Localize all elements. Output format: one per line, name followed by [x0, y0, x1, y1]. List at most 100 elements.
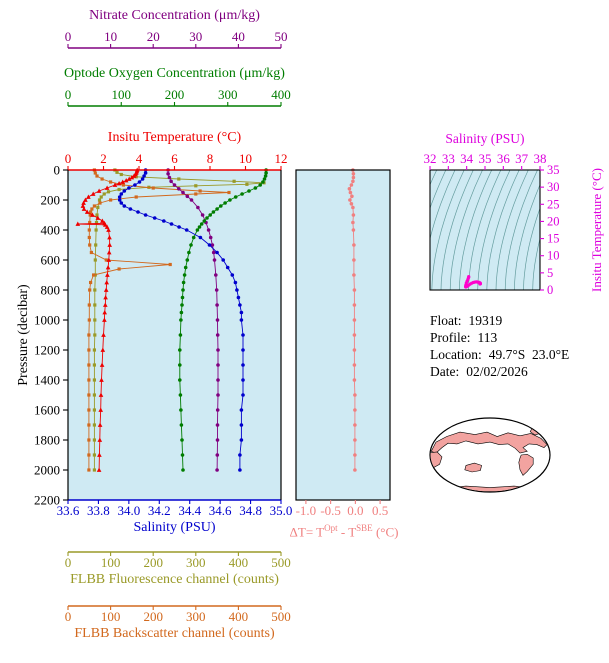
triangle-marker [97, 437, 103, 442]
circle-marker [198, 235, 203, 240]
triangle-marker [103, 302, 108, 307]
square-marker [109, 180, 113, 184]
circle-marker [215, 303, 219, 307]
square-marker [89, 250, 93, 255]
temperature-axis: 0 2 4 6 8 10 12 [65, 151, 288, 171]
circle-marker [189, 243, 193, 247]
circle-marker [264, 171, 268, 175]
square-marker [87, 408, 91, 412]
square-marker [92, 348, 96, 352]
temperature-tick-label: 2 [100, 151, 107, 166]
salinity-axis-title: Salinity (PSU) [133, 520, 216, 535]
triangle-marker [102, 317, 107, 322]
circle-marker [216, 378, 220, 382]
pressure-tick-label: 1000 [34, 313, 60, 328]
nitrate-tick-label: 0 [65, 29, 72, 44]
circle-marker [199, 222, 204, 226]
series-salinity [117, 168, 245, 472]
circle-marker [215, 250, 219, 255]
circle-marker [208, 213, 212, 217]
triangle-marker [102, 310, 107, 315]
square-marker [115, 170, 119, 174]
ts-y-tick-label: 30 [547, 180, 560, 194]
triangle-marker [106, 250, 112, 255]
circle-marker [185, 258, 190, 262]
circle-marker [179, 310, 184, 315]
circle-marker [215, 468, 219, 472]
delta-tick-label: -0.5 [320, 503, 341, 518]
square-marker [92, 423, 96, 427]
square-marker [134, 175, 138, 179]
nitrate-tick-label: 40 [232, 29, 245, 44]
square-marker [93, 303, 97, 307]
oxygen-tick-label: 200 [165, 87, 185, 102]
triangle-marker [95, 215, 101, 220]
triangle-marker [101, 332, 106, 337]
delta-marker [351, 228, 356, 232]
circle-marker [179, 318, 183, 322]
pressure-tick-label: 1200 [34, 343, 60, 358]
circle-marker [221, 258, 225, 262]
ts-y-tick-label: 15 [547, 232, 560, 246]
circle-marker [215, 453, 220, 457]
density-contour-line [458, 170, 493, 290]
circle-marker [143, 213, 148, 217]
square-marker [92, 408, 96, 412]
fluorescence-axis: 0 100 200 300 400 500 [65, 551, 291, 570]
circle-marker [208, 235, 213, 240]
triangle-marker [131, 173, 137, 178]
circle-marker [180, 453, 185, 457]
triangle-marker [99, 362, 105, 367]
circle-marker [202, 219, 207, 223]
circle-marker [216, 363, 220, 367]
triangle-marker [105, 272, 110, 277]
map-landmass [518, 453, 534, 476]
pressure-tick-label: 600 [41, 253, 61, 268]
circle-marker [169, 222, 174, 226]
circle-marker [263, 174, 268, 178]
triangle-marker [97, 422, 103, 427]
float-id-value: 19319 [468, 313, 503, 328]
circle-marker [181, 190, 185, 195]
delta-label-suffix: (°C) [372, 524, 399, 540]
square-marker [87, 438, 91, 442]
circle-marker [119, 201, 124, 205]
circle-marker [197, 225, 202, 229]
triangle-marker [99, 377, 104, 382]
nitrate-tick-label: 20 [147, 29, 160, 44]
temperature-tick-label: 8 [207, 151, 214, 166]
square-marker [168, 262, 172, 267]
square-marker [100, 177, 104, 181]
float-info-panel: Float: 19319 Profile: 113 Location: 49.7°S … [430, 312, 569, 380]
circle-marker [214, 288, 219, 292]
circle-marker [178, 333, 183, 337]
circle-marker [143, 171, 148, 175]
delta-label-mid: - T [337, 524, 357, 540]
square-marker [232, 179, 236, 183]
fluorescence-tick-label: 400 [229, 555, 249, 570]
density-contour-line [504, 170, 538, 290]
circle-marker [238, 303, 242, 307]
square-marker [198, 189, 202, 193]
triangle-marker [96, 188, 102, 193]
delta-marker [352, 348, 357, 352]
delta-marker [352, 288, 357, 292]
pressure-tick-label: 200 [41, 193, 61, 208]
location-row: Location: 49.7°S 23.0°E [430, 346, 569, 363]
triangle-marker [104, 280, 109, 285]
map-landmass [464, 462, 482, 473]
ts-y-tick-label: 25 [547, 197, 560, 211]
density-contour-line [449, 170, 483, 290]
backscatter-axis: 0 100 200 300 400 500 [65, 605, 291, 624]
delta-marker [348, 190, 353, 195]
square-marker [88, 213, 92, 217]
triangle-marker [104, 185, 110, 190]
square-marker [87, 333, 91, 337]
temperature-axis-title: Insitu Temperature (°C) [107, 130, 242, 145]
circle-marker [128, 207, 133, 211]
circle-marker [215, 207, 219, 211]
circle-marker [241, 348, 245, 352]
fluorescence-tick-label: 100 [101, 555, 121, 570]
triangle-marker [106, 257, 112, 262]
